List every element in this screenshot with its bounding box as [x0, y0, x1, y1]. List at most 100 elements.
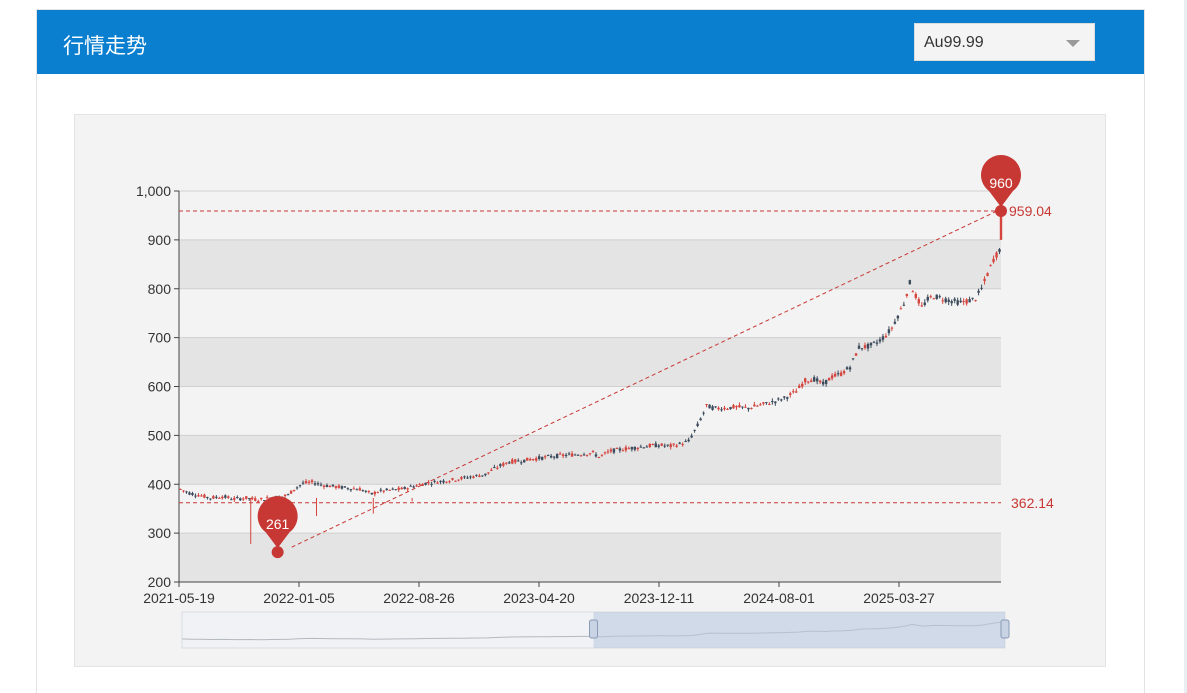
zoom-handle-left[interactable]	[589, 619, 598, 639]
candle-body	[935, 294, 938, 300]
candle-body	[830, 375, 834, 379]
candle-body	[546, 455, 550, 457]
symbol-select[interactable]: Au99.99	[914, 23, 1095, 61]
candle-body	[514, 459, 517, 463]
candle-body	[627, 448, 631, 450]
candle-body	[215, 496, 218, 498]
candle-body	[824, 379, 828, 384]
candle-body	[427, 482, 430, 484]
zoom-handle-right[interactable]	[1000, 619, 1010, 639]
candle-body	[289, 490, 293, 494]
candle-body	[675, 445, 678, 447]
candle-body	[337, 485, 341, 488]
panel-header: 行情走势 Au99.99	[37, 10, 1144, 74]
candle-body	[765, 402, 768, 404]
candle-body	[343, 486, 347, 488]
candle-body	[983, 278, 986, 282]
candle-body	[376, 492, 379, 494]
candle-body	[451, 478, 454, 480]
zoom-selection[interactable]	[593, 612, 1006, 648]
candle-body	[881, 336, 885, 340]
candle-body	[233, 497, 236, 500]
candle-body	[517, 460, 520, 462]
candle-body	[999, 211, 1003, 240]
candle-body	[702, 412, 705, 414]
candle-body	[454, 480, 457, 482]
candle-body	[361, 490, 365, 492]
candle-body	[651, 444, 654, 446]
candle-body	[328, 485, 332, 488]
candle-body	[242, 498, 245, 500]
candle-body	[265, 497, 269, 499]
candle-body	[469, 476, 472, 478]
candle-body	[283, 494, 287, 496]
candle-body	[203, 494, 206, 498]
candle-body	[908, 280, 912, 285]
candle-body	[292, 489, 296, 491]
candle-body	[197, 495, 200, 497]
candle-body	[487, 472, 490, 474]
candle-body	[576, 454, 580, 456]
x-tick-label: 2025-03-27	[863, 590, 935, 606]
candle-body	[227, 496, 230, 498]
candle-body	[472, 476, 475, 478]
candle-body	[460, 477, 463, 480]
symbol-select-value: Au99.99	[924, 34, 984, 51]
candle-body	[391, 488, 394, 490]
candle-body	[585, 454, 589, 456]
candle-body	[236, 497, 239, 499]
candle-body	[340, 486, 344, 489]
candle-body	[959, 300, 962, 303]
candle-body	[520, 462, 523, 464]
candle-body	[687, 439, 690, 442]
candle-body	[403, 486, 406, 490]
candle-body	[346, 488, 350, 490]
candle-body	[475, 474, 478, 476]
candle-body	[457, 479, 460, 481]
candle-body	[795, 391, 798, 393]
candle-body	[953, 298, 956, 301]
candle-body	[648, 443, 651, 448]
x-tick-label: 2021-05-19	[143, 590, 215, 606]
y-tick-label: 800	[148, 281, 172, 297]
candle-body	[684, 441, 687, 443]
candle-body	[388, 489, 391, 491]
candle-body	[753, 404, 756, 407]
candle-body	[657, 445, 660, 447]
candle-body	[325, 484, 329, 487]
candle-body	[642, 447, 646, 449]
candle-body	[905, 294, 909, 296]
y-tick-label: 500	[148, 427, 172, 443]
candle-body	[789, 393, 792, 395]
candle-body	[660, 443, 663, 446]
candle-body	[986, 273, 989, 276]
candle-body	[872, 341, 876, 343]
panel-title: 行情走势	[63, 34, 147, 58]
candle-body	[944, 298, 947, 303]
grid-band	[179, 288, 1001, 338]
candle-body	[331, 484, 335, 487]
y-tick-label: 200	[148, 574, 172, 590]
candle-body	[980, 287, 983, 289]
y-tick-label: 300	[148, 525, 172, 541]
candle-body	[412, 486, 415, 488]
candle-body	[239, 498, 242, 501]
candle-body	[726, 408, 729, 410]
candle-body	[878, 339, 882, 342]
candle-body	[699, 418, 702, 421]
candle-body	[977, 290, 980, 293]
candle-body	[430, 483, 433, 485]
candle-body	[397, 487, 400, 490]
candle-body	[606, 451, 610, 453]
candle-body	[523, 459, 526, 463]
ref-line-label: 959.04	[1009, 203, 1052, 219]
market-trend-panel: 行情走势 Au99.99 200 300 400 500 600 700 800 900 1,0…	[36, 9, 1145, 693]
candle-body	[481, 475, 484, 477]
candle-body	[833, 373, 837, 377]
candle-body	[579, 455, 583, 457]
candle-body	[756, 405, 759, 407]
candle-body	[609, 449, 613, 452]
candle-body	[445, 481, 448, 483]
candle-body	[286, 494, 290, 496]
candle-body	[499, 464, 502, 467]
